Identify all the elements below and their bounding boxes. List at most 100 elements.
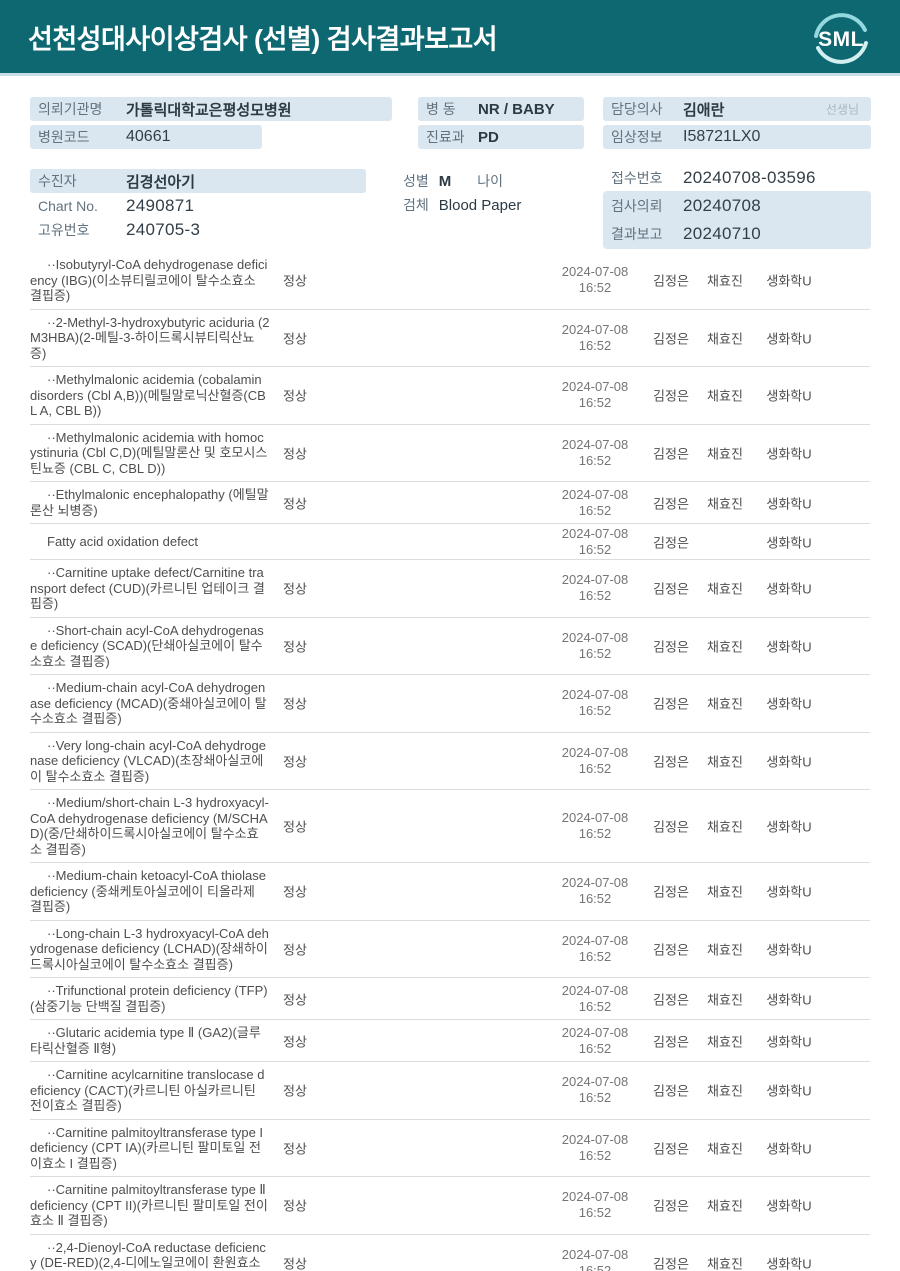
chart-no-label: Chart No. (38, 198, 98, 214)
test-date: 2024-07-08 (561, 629, 629, 645)
result-row: ··Medium-chain ketoacyl-CoA thiolase def… (30, 863, 870, 921)
test-name: ··Methylmalonic acidemia with homocystin… (30, 429, 268, 476)
test-date: 2024-07-08 (561, 932, 629, 948)
performer-name: 김정은 (653, 754, 689, 770)
test-result: 정상 (283, 331, 307, 347)
lab-section: 생화학U (766, 496, 812, 511)
doctor-name: 김애란 (683, 101, 725, 119)
test-result: 정상 (283, 992, 307, 1007)
test-name: ··Carnitine palmitoyltransferase type Ⅱ … (30, 1182, 268, 1228)
result-row: ··Medium-chain acyl-CoA dehydrogenase de… (30, 675, 870, 733)
test-datetime: 2024-07-08 16:52 (545, 1132, 645, 1164)
test-name: ··2-Methyl-3-hydroxybutyric aciduria (2M… (30, 314, 270, 361)
report-date-value: 20240710 (683, 223, 762, 243)
field-doctor: 담당의사 김애란 선생님 (603, 97, 871, 121)
test-time: 16:52 (578, 998, 612, 1014)
field-sex-age: 성별 M 나이 (395, 169, 595, 193)
test-time: 16:52 (578, 1090, 612, 1106)
ward-value: NR / BABY (478, 100, 555, 118)
test-datetime: 2024-07-08 16:52 (545, 322, 645, 354)
test-date: 2024-07-08 (561, 687, 629, 703)
test-name: ··Medium-chain acyl-CoA dehydrogenase de… (30, 680, 267, 726)
field-chart-no: Chart No. 2490871 (30, 194, 366, 218)
doctor-suffix: 선생님 (825, 102, 859, 117)
test-result: 정상 (283, 388, 307, 404)
result-row: ··2,4-Dienoyl-CoA reductase deficiency (… (30, 1235, 870, 1271)
lab-section: 생화학U (766, 1141, 812, 1157)
performer-name: 김정은 (653, 1198, 689, 1214)
test-name: ··Carnitine uptake defect/Carnitine tran… (30, 565, 265, 611)
dept-value: PD (478, 128, 499, 146)
test-datetime: 2024-07-08 16:52 (545, 933, 645, 965)
field-uid: 고유번호 240705-3 (30, 218, 366, 242)
chart-no-value: 2490871 (126, 196, 195, 215)
result-row: ··2-Methyl-3-hydroxybutyric aciduria (2M… (30, 310, 870, 367)
lab-section: 생화학U (766, 639, 812, 655)
test-name: ··Medium-chain ketoacyl-CoA thiolase def… (30, 868, 266, 914)
lab-section: 생화학U (766, 1198, 812, 1214)
uid-label: 고유번호 (38, 222, 90, 238)
test-date: 2024-07-08 (561, 875, 629, 891)
logo-arc-top (814, 13, 867, 38)
test-datetime: 2024-07-08 16:52 (545, 630, 645, 662)
performer-name: 김정은 (653, 331, 689, 347)
performer-name: 김정은 (653, 446, 689, 462)
result-row: ··Carnitine acylcarnitine translocase de… (30, 1062, 870, 1120)
verifier-name: 채효진 (707, 1141, 743, 1157)
lab-section: 생화학U (766, 884, 812, 900)
test-time: 16:52 (578, 645, 612, 661)
test-time: 16:52 (578, 588, 612, 604)
result-row: ··Trifunctional protein deficiency (TFP)… (30, 978, 870, 1020)
test-name: ··Carnitine palmitoyltransferase type I … (30, 1124, 264, 1171)
test-datetime: 2024-07-08 16:52 (545, 437, 645, 469)
test-date: 2024-07-08 (561, 982, 629, 998)
test-name: ··Methylmalonic acidemia (cobalamin diso… (30, 372, 266, 418)
receipt-no-label: 접수번호 (611, 170, 663, 186)
field-org: 의뢰기관명 가톨릭대학교은평성모병원 (30, 97, 392, 121)
test-name: ··2,4-Dienoyl-CoA reductase deficiency (… (30, 1239, 266, 1271)
report-date-label: 결과보고 (611, 225, 663, 242)
org-label: 의뢰기관명 (38, 101, 103, 117)
test-datetime: 2024-07-08 16:52 (545, 745, 645, 777)
test-date: 2024-07-08 (561, 436, 629, 452)
result-row: ··Methylmalonic acidemia with homocystin… (30, 425, 870, 482)
verifier-name: 채효진 (707, 942, 743, 958)
request-date-value: 20240708 (683, 196, 762, 216)
test-datetime: 2024-07-08 16:52 (545, 1247, 645, 1271)
test-datetime: 2024-07-08 16:52 (545, 687, 645, 719)
performer-name: 김정은 (653, 273, 689, 289)
result-row: ··Medium/short-chain L-3 hydroxyacyl-CoA… (30, 790, 870, 863)
age-label: 나이 (477, 173, 504, 189)
test-date: 2024-07-08 (561, 1074, 629, 1090)
field-clinical-info: 임상정보 I58721LX0 (603, 125, 871, 149)
verifier-name: 채효진 (707, 1034, 743, 1049)
result-row: ··Short-chain acyl-CoA dehydrogenase def… (30, 618, 870, 675)
test-date: 2024-07-08 (561, 810, 629, 825)
test-name: ··Isobutyryl-CoA dehydrogenase deficienc… (30, 257, 268, 303)
performer-name: 김정은 (653, 696, 689, 712)
dept-label: 진료과 (426, 129, 465, 145)
performer-name: 김정은 (653, 535, 689, 550)
test-date: 2024-07-08 (561, 572, 629, 588)
field-receipt-no: 접수번호 20240708-03596 (603, 166, 871, 190)
test-datetime: 2024-07-08 16:52 (545, 487, 645, 519)
test-name: ··Long-chain L-3 hydroxyacyl-CoA dehydro… (30, 925, 269, 972)
field-patient: 수진자 김경선아기 (30, 169, 366, 193)
result-row: ··Methylmalonic acidemia (cobalamin diso… (30, 367, 870, 425)
test-name: ··Medium/short-chain L-3 hydroxyacyl-CoA… (30, 795, 269, 857)
result-row: ··Long-chain L-3 hydroxyacyl-CoA dehydro… (30, 921, 870, 978)
verifier-name: 채효진 (707, 754, 743, 770)
test-result: 정상 (283, 754, 307, 770)
test-date: 2024-07-08 (561, 744, 629, 760)
verifier-name: 채효진 (707, 331, 743, 347)
clinical-info-value: I58721LX0 (683, 128, 761, 145)
test-datetime: 2024-07-08 16:52 (545, 1074, 645, 1106)
performer-name: 김정은 (653, 1034, 689, 1049)
test-result: 정상 (283, 496, 307, 511)
performer-name: 김정은 (653, 639, 689, 655)
sml-logo-graphic: SML (814, 13, 868, 64)
result-row: ··Carnitine uptake defect/Carnitine tran… (30, 560, 870, 618)
test-result: 정상 (283, 884, 307, 900)
field-report-date: 결과보고 20240710 (611, 222, 871, 246)
